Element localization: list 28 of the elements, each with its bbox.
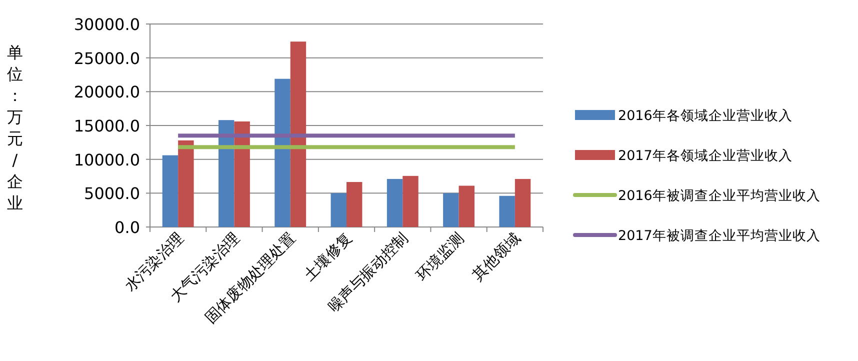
x-tick-label: 环境监测 [412,229,468,284]
y-tick-label: 5000.0 [84,184,140,204]
bar [458,186,475,227]
legend-label: 2017年被调查企业平均营业收入 [618,228,820,244]
bar [290,42,306,227]
bar [402,176,418,227]
bar [234,121,250,227]
x-tick-label: 其他领域 [468,229,524,284]
bar [346,182,362,227]
bar [178,140,194,227]
legend-label: 2016年被调查企业平均营业收入 [618,188,820,204]
bar [514,178,531,227]
y-tick-label: 30000.0 [74,15,140,34]
bar [274,78,290,227]
y-tick-label: 15000.0 [74,116,140,136]
y-tick-label: 10000.0 [74,150,140,170]
y-tick-label: 20000.0 [74,82,140,102]
bar [443,193,459,227]
bar [330,193,346,227]
bar [386,178,403,227]
legend-label: 2016年各领域企业营业收入 [618,108,792,124]
bar [162,155,178,227]
y-tick-label: 0.0 [114,218,140,237]
y-tick-label: 25000.0 [74,48,140,68]
y-axis-title: 单位：万元/企业 [7,43,23,212]
bar [218,120,234,227]
bar [499,196,515,227]
legend-label: 2017年各领域企业营业收入 [618,148,792,164]
